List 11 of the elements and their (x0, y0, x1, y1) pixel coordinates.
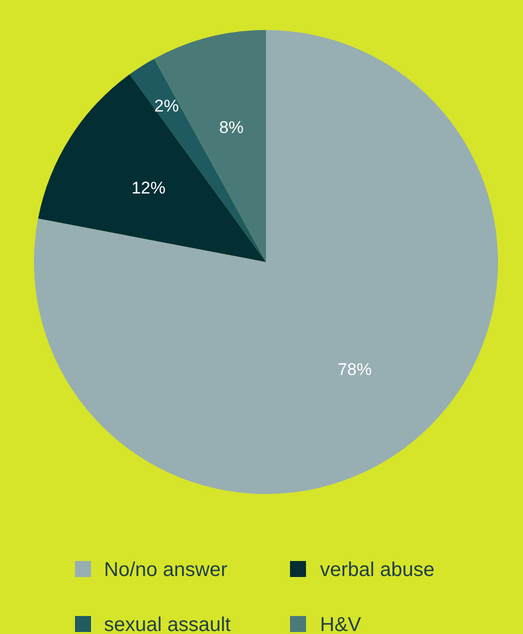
data-label: 2% (154, 96, 179, 116)
data-label: 78% (338, 360, 372, 380)
data-label: 8% (219, 118, 244, 138)
legend-label: No/no answer (104, 559, 228, 581)
pie-slice (34, 30, 498, 494)
pie-slice (38, 74, 266, 262)
legend-label: sexual assault (104, 614, 232, 634)
data-label: 12% (131, 178, 166, 198)
pie-slice (130, 58, 266, 262)
legend-label: verbal abuse (320, 559, 435, 581)
legend-label: H&V (320, 614, 362, 634)
